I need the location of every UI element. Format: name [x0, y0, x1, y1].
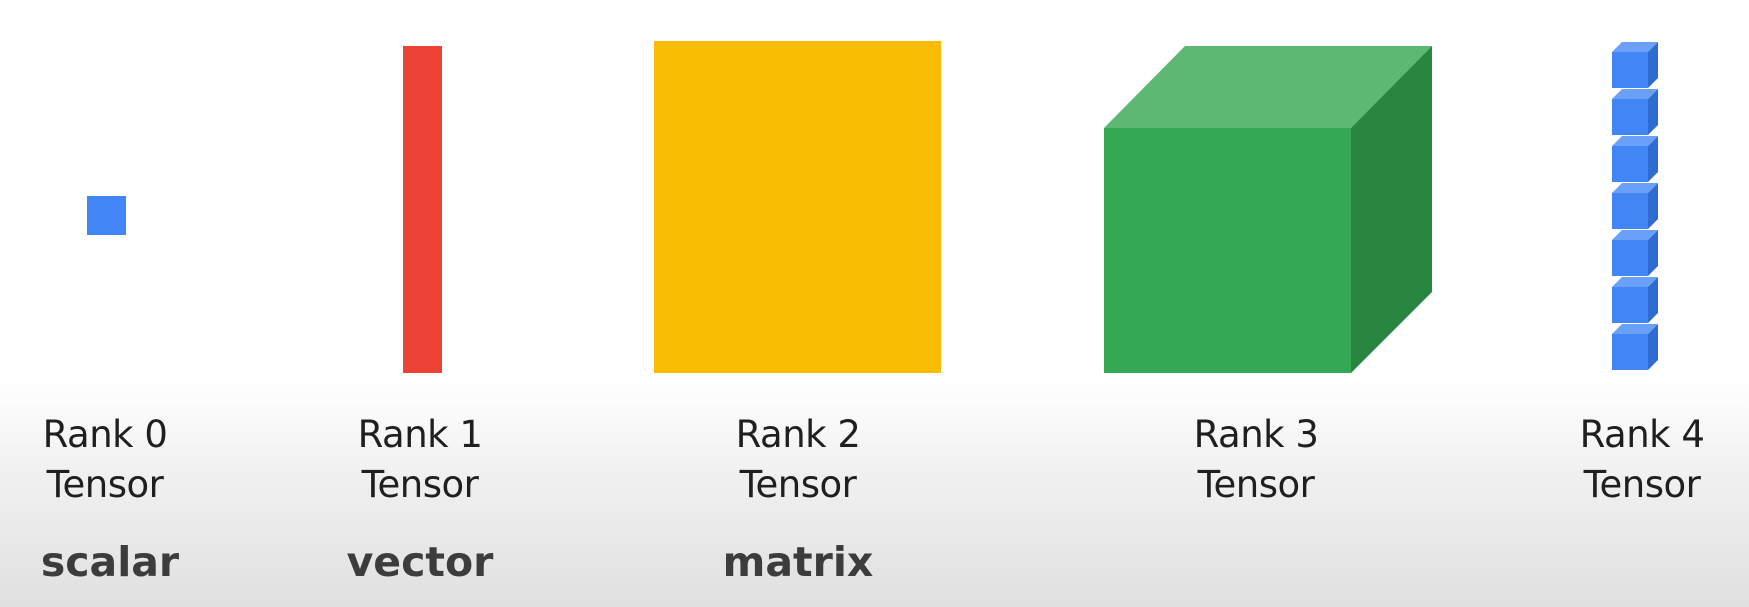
rank0-rank-text: Rank 0	[42, 413, 168, 456]
cube-side-face	[1351, 46, 1432, 373]
vector-bar-icon	[403, 46, 442, 373]
rank4-small-cube	[1612, 183, 1658, 229]
rank4-small-cube	[1612, 136, 1658, 182]
cube-top-face	[1104, 46, 1432, 128]
cube-front-face	[1104, 128, 1351, 373]
matrix-square-icon	[654, 41, 941, 373]
rank1-label: Rank 1 Tensor	[340, 410, 500, 510]
rank2-name: matrix	[722, 538, 874, 586]
rank0-name: scalar	[40, 538, 180, 586]
rank4-small-cube	[1612, 89, 1658, 135]
rank3-cube-icon	[1104, 46, 1432, 373]
rank1-rank-text: Rank 1	[357, 413, 483, 456]
rank4-label: Rank 4 Tensor	[1562, 410, 1722, 510]
scalar-square-icon	[87, 196, 126, 235]
rank1-tensor-text: Tensor	[361, 463, 479, 506]
rank0-tensor-text: Tensor	[46, 463, 164, 506]
rank4-stacked-cubes-icon	[1612, 42, 1658, 370]
rank4-small-cube	[1612, 277, 1658, 323]
rank2-label: Rank 2 Tensor	[718, 410, 878, 510]
rank3-label: Rank 3 Tensor	[1176, 410, 1336, 510]
rank4-small-cube	[1612, 230, 1658, 276]
rank4-rank-text: Rank 4	[1579, 413, 1705, 456]
rank3-rank-text: Rank 3	[1193, 413, 1319, 456]
rank3-tensor-text: Tensor	[1197, 463, 1315, 506]
rank1-name: vector	[346, 538, 494, 586]
rank2-rank-text: Rank 2	[735, 413, 861, 456]
rank2-tensor-text: Tensor	[739, 463, 857, 506]
rank4-small-cube	[1612, 324, 1658, 370]
rank0-label: Rank 0 Tensor	[25, 410, 185, 510]
rank4-tensor-text: Tensor	[1583, 463, 1701, 506]
rank4-small-cube	[1612, 42, 1658, 88]
